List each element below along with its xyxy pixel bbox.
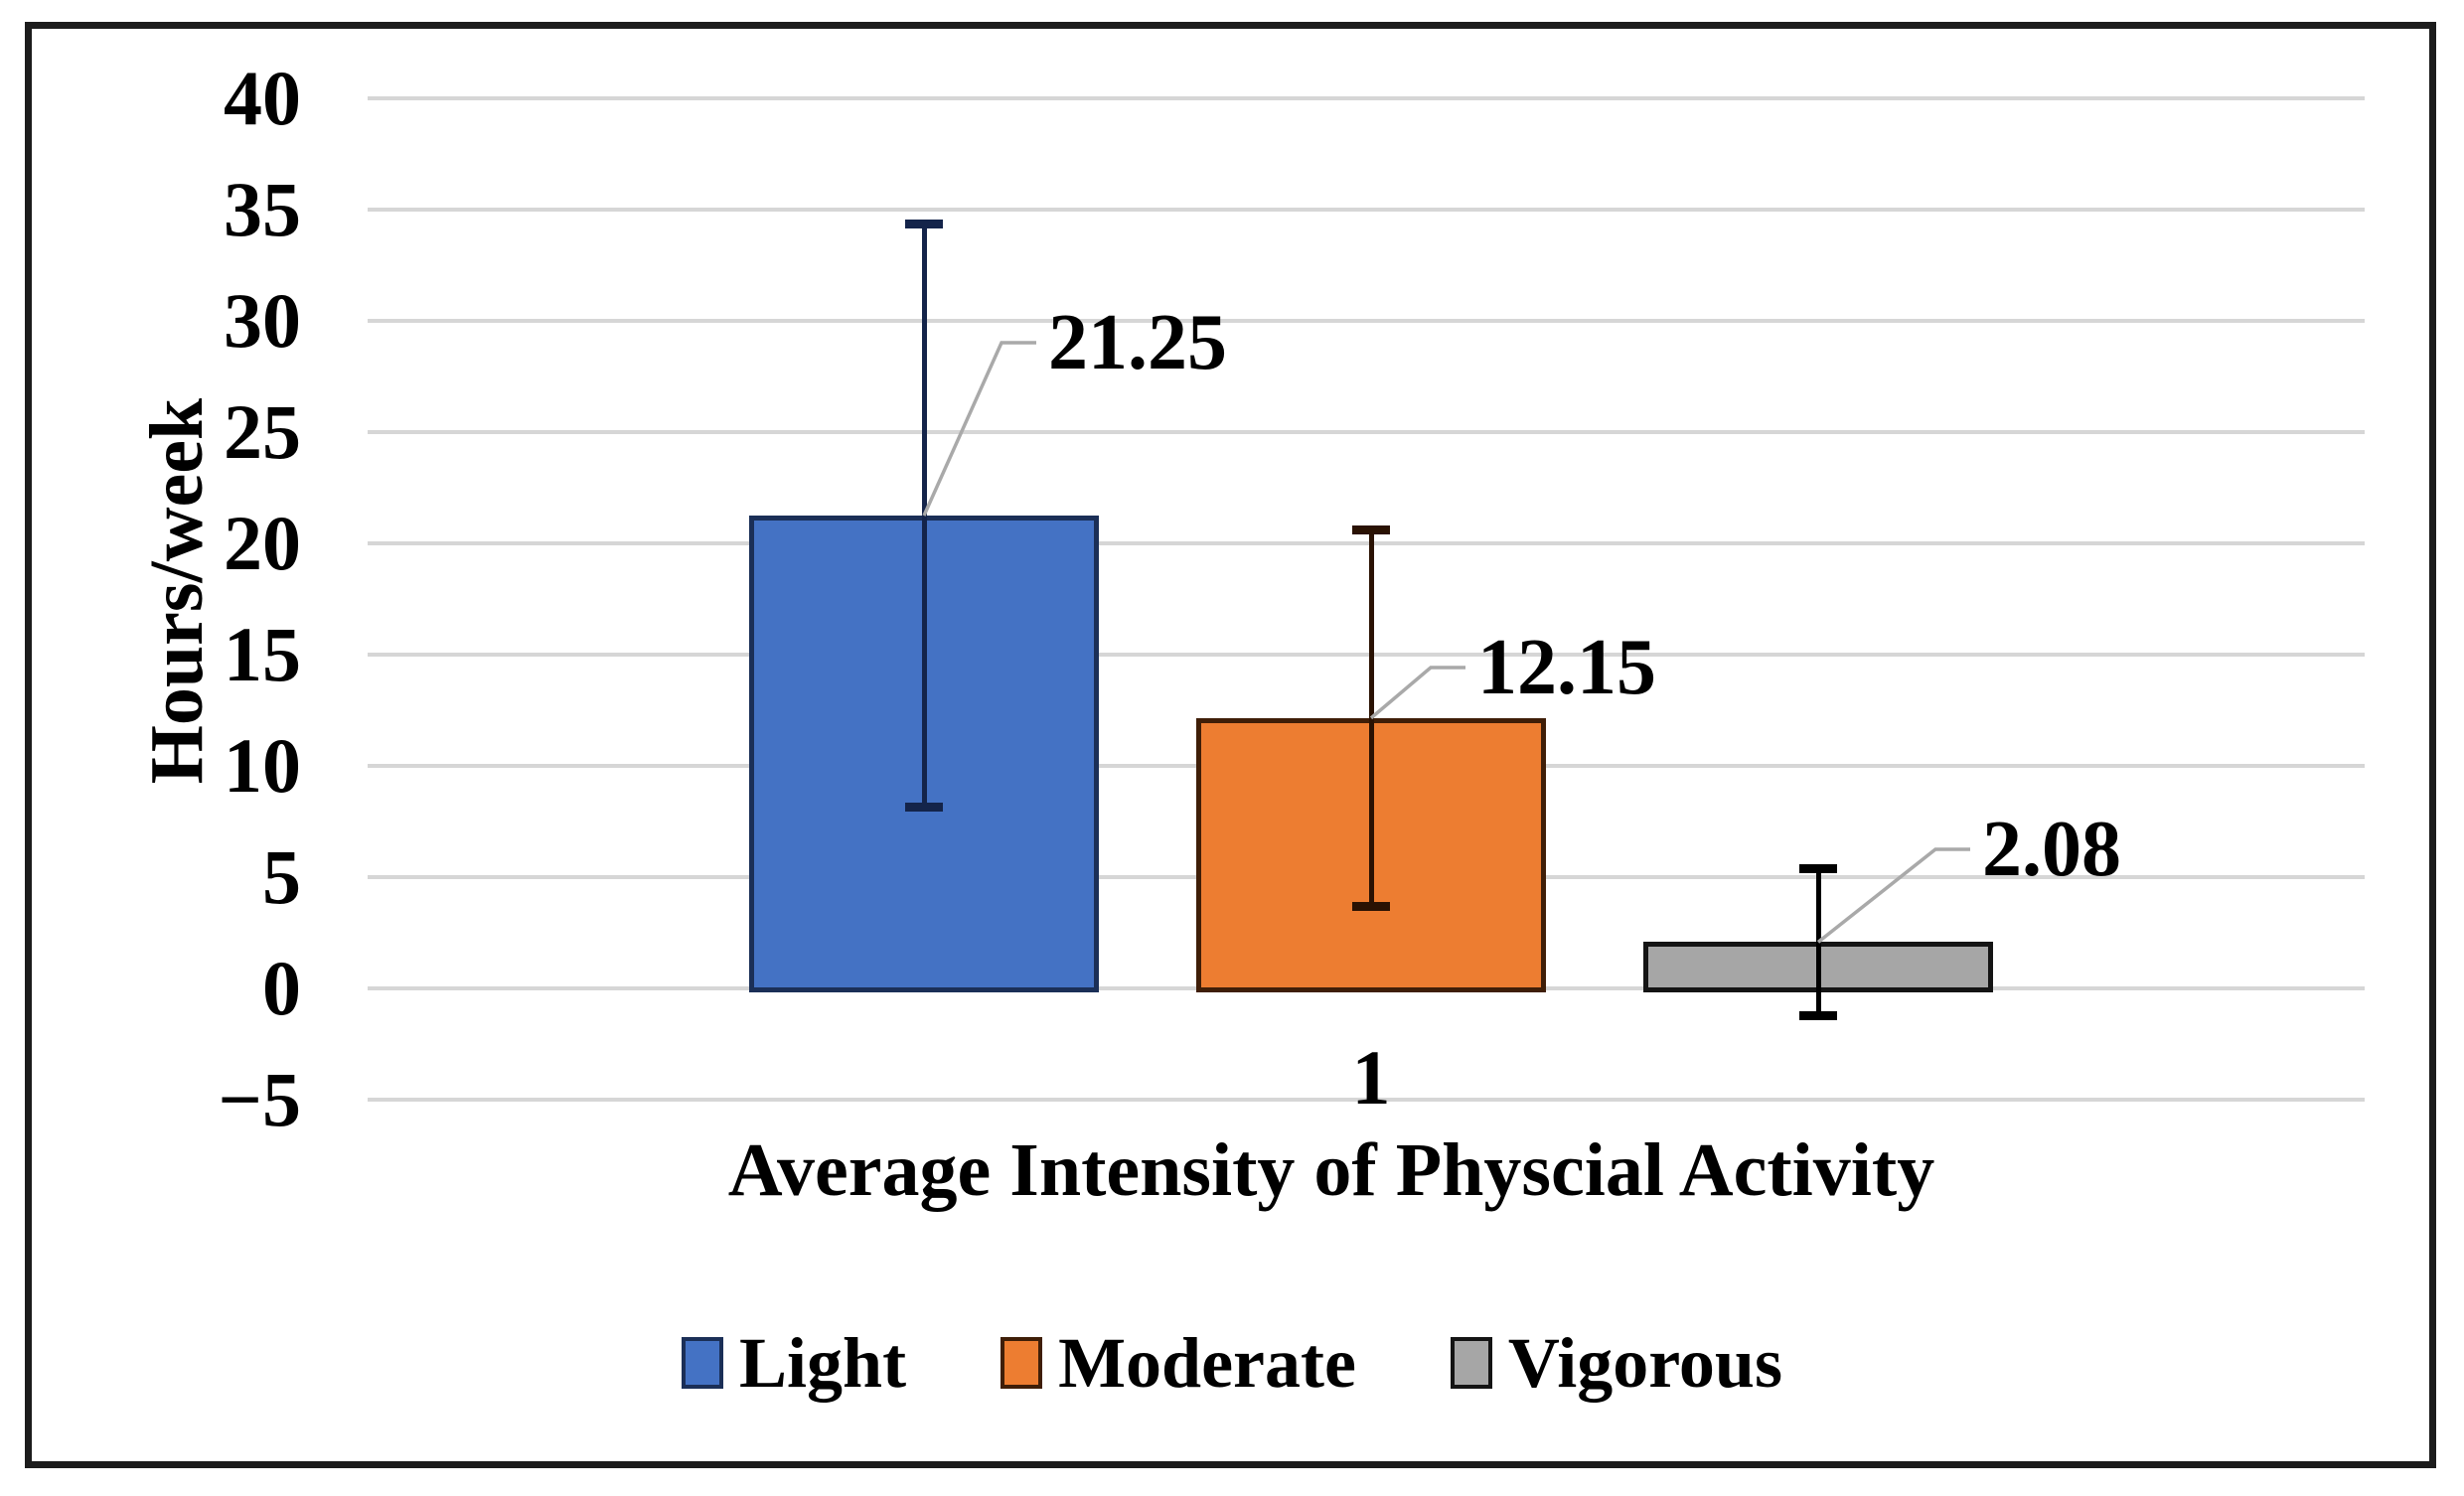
data-label-vigorous: 2.08 (1982, 806, 2121, 893)
legend-item-vigorous: Vigorous (1450, 1315, 1782, 1411)
y-tick-label-40: 40 (224, 55, 301, 141)
y-tick-label-30: 30 (224, 277, 301, 364)
leader-line-moderate (1369, 666, 1465, 720)
leader-line-light (922, 341, 1036, 517)
y-tick-label-10: 10 (224, 722, 301, 809)
y-tick-label-20: 20 (224, 500, 301, 586)
leader-line-vigorous (1816, 847, 1970, 944)
legend-item-light: Light (682, 1315, 906, 1411)
legend-label-light: Light (739, 1323, 907, 1403)
gridline-y-40 (368, 96, 2365, 100)
gridline-y-35 (368, 208, 2365, 212)
chart-border (25, 22, 2436, 1468)
legend-swatch-light (682, 1337, 724, 1389)
x-axis-title: Average Intensity of Physcial Activity (727, 1128, 1935, 1212)
y-tick-label-15: 15 (224, 611, 301, 697)
legend-swatch-vigorous (1450, 1337, 1492, 1389)
error-bar-upper-cap-vigorous (1799, 863, 1837, 873)
gridline-y-30 (368, 319, 2365, 323)
y-tick-label-25: 25 (224, 388, 301, 475)
y-tick-label-0: 0 (262, 945, 301, 1031)
legend-label-moderate: Moderate (1058, 1323, 1356, 1403)
y-tick-label--5: −5 (218, 1056, 301, 1142)
x-category-label: 1 (1351, 1034, 1391, 1121)
gridline-y-15 (368, 653, 2365, 657)
y-tick-label-5: 5 (262, 833, 301, 920)
legend-swatch-moderate (1001, 1337, 1043, 1389)
gridline-y-20 (368, 541, 2365, 545)
error-bar-upper-cap-moderate (1352, 525, 1390, 535)
legend: Light Moderate Vigorous (0, 1315, 2464, 1411)
gridline-y-25 (368, 430, 2365, 434)
y-tick-label-35: 35 (224, 166, 301, 252)
data-label-moderate: 12.15 (1477, 624, 1656, 711)
error-bar-lower-cap-vigorous (1799, 1010, 1837, 1020)
error-bar-lower-cap-moderate (1352, 901, 1390, 911)
gridline-y--5 (368, 1098, 2365, 1102)
error-bar-lower-cap-light (905, 802, 943, 812)
error-bar-upper-cap-light (905, 220, 943, 229)
legend-item-moderate: Moderate (1001, 1315, 1356, 1411)
legend-label-vigorous: Vigorous (1507, 1323, 1782, 1403)
data-label-light: 21.25 (1048, 299, 1227, 386)
